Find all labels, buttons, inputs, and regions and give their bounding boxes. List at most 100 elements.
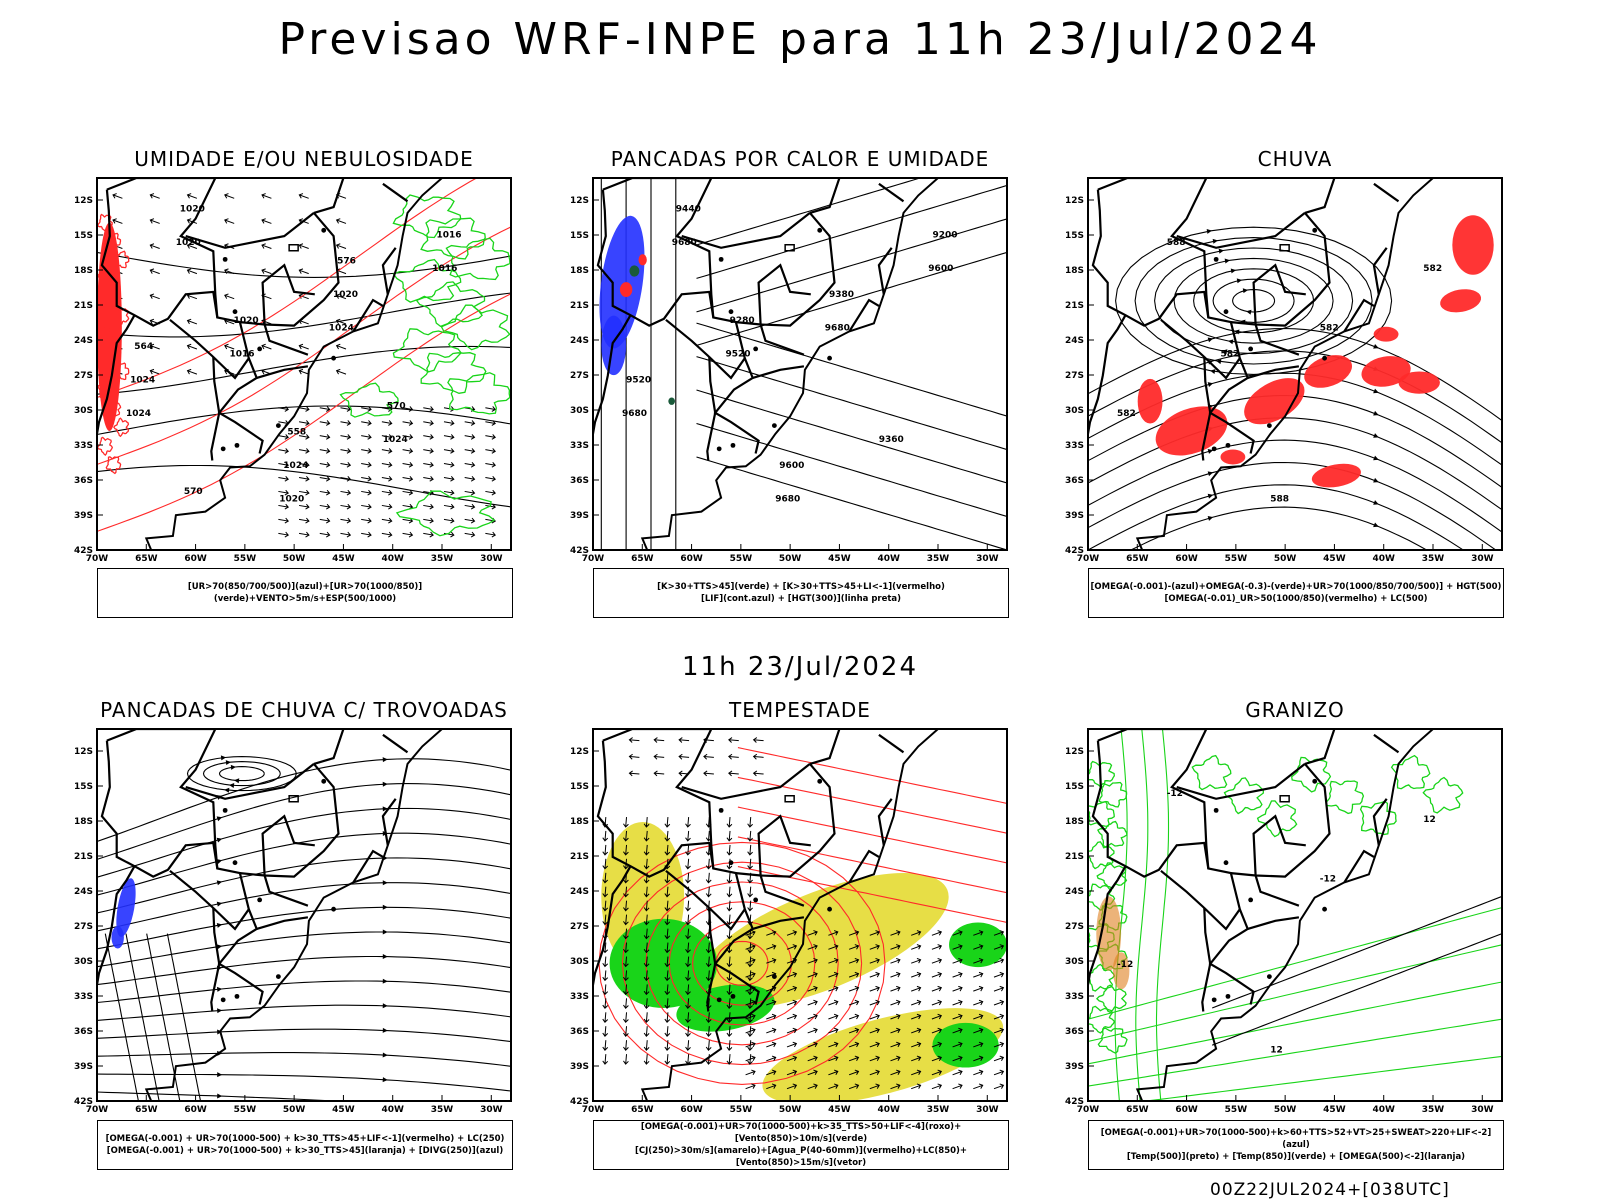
- legend-line: [OMEGA(-0.01)_UR>50(1000/850)(vermelho) …: [1164, 594, 1428, 604]
- contour-label: -12: [1167, 789, 1183, 799]
- lat-tick-label: 12S: [570, 747, 589, 757]
- lon-tick-label: 65W: [1126, 1105, 1149, 1115]
- contour-label: 1024: [383, 435, 408, 445]
- lat-tick-label: 36S: [1065, 1027, 1084, 1037]
- lon-tick-label: 45W: [1323, 1105, 1346, 1115]
- contour-label: 582: [1423, 264, 1442, 274]
- lat-tick-label: 30S: [74, 957, 93, 967]
- lat-tick-label: 27S: [570, 922, 589, 932]
- lon-tick-label: 55W: [234, 554, 257, 564]
- lon-tick-label: 60W: [680, 554, 703, 564]
- contour-label: 9680: [775, 495, 800, 505]
- map-panel-1: 1020 1024 1024 1020 1016 1016 1024 1020 1020 1024…: [74, 177, 512, 564]
- lat-tick-label: 27S: [570, 371, 589, 381]
- lat-tick-label: 42S: [570, 546, 589, 556]
- lat-tick-label: 15S: [74, 231, 93, 241]
- lat-tick-label: 30S: [1065, 957, 1084, 967]
- contour-label: 1016: [230, 350, 255, 360]
- lon-tick-label: 60W: [184, 554, 207, 564]
- lat-tick-label: 30S: [570, 406, 589, 416]
- contour-label: 1024: [130, 376, 155, 386]
- lat-tick-label: 18S: [74, 266, 93, 276]
- lat-tick-label: 27S: [1065, 371, 1084, 381]
- lat-tick-label: 18S: [570, 817, 589, 827]
- lat-tick-label: 42S: [1065, 546, 1084, 556]
- map-panel-6: -12 -12 -12 12 12 12S 15S 18S 21S 24S 27S 30S 33S 36S…: [1065, 728, 1503, 1115]
- lon-tick-label: 65W: [135, 554, 158, 564]
- lon-tick-label: 50W: [283, 554, 306, 564]
- lat-tick-label: 30S: [1065, 406, 1084, 416]
- lat-tick-label: 30S: [570, 957, 589, 967]
- lat-tick-label: 39S: [74, 1062, 93, 1072]
- lat-tick-label: 15S: [570, 782, 589, 792]
- lon-tick-label: 40W: [1372, 1105, 1395, 1115]
- lat-tick-label: 27S: [74, 371, 93, 381]
- map-panel-2: 9680 9680 9680 9680 9600 9520 9360 9440 9380 9520…: [570, 177, 1008, 564]
- lat-tick-label: 36S: [1065, 476, 1084, 486]
- panel-title-5: TEMPESTADE: [729, 698, 871, 722]
- panel-title-3: CHUVA: [1257, 147, 1333, 171]
- lat-tick-label: 33S: [74, 992, 93, 1002]
- lon-tick-label: 35W: [1422, 554, 1445, 564]
- legend-box-1: [UR>70(850/700/500)](azul)+[UR>70(1000/8…: [97, 568, 513, 618]
- lat-tick-label: 36S: [74, 476, 93, 486]
- lon-tick-label: 50W: [1274, 1105, 1297, 1115]
- lat-tick-label: 39S: [74, 511, 93, 521]
- lat-tick-label: 39S: [570, 511, 589, 521]
- contour-label: 9200: [933, 231, 958, 241]
- lat-tick-label: 21S: [570, 852, 589, 862]
- lat-tick-label: 36S: [570, 1027, 589, 1037]
- lon-tick-label: 35W: [431, 554, 454, 564]
- lon-tick-label: 70W: [86, 1105, 109, 1115]
- lat-tick-label: 27S: [1065, 922, 1084, 932]
- forecast-time-label: 11h 23/Jul/2024: [682, 652, 918, 682]
- lat-tick-label: 12S: [1065, 747, 1084, 757]
- contour-label: 9680: [672, 238, 697, 248]
- legend-line: [OMEGA(-0.001)+UR>70(1000-500)+k>60+TTS>…: [1100, 1128, 1492, 1150]
- run-stamp: 00Z22JUL2024+[038UTC]: [1210, 1180, 1450, 1200]
- legend-line: [OMEGA(-0.001)-(azul)+OMEGA(-0.3)-(verde…: [1090, 582, 1502, 592]
- lat-tick-label: 33S: [1065, 441, 1084, 451]
- lat-tick-label: 33S: [1065, 992, 1084, 1002]
- legend-line: [UR>70(850/700/500)](azul)+[UR>70(1000/8…: [187, 582, 423, 604]
- lat-tick-label: 33S: [570, 441, 589, 451]
- contour-label: 9360: [879, 435, 904, 445]
- lat-tick-label: 39S: [570, 1062, 589, 1072]
- legend-box-3: [OMEGA(-0.001)-(azul)+OMEGA(-0.3)-(verde…: [1088, 568, 1504, 618]
- lat-tick-label: 12S: [1065, 196, 1084, 206]
- lon-tick-label: 55W: [1225, 554, 1248, 564]
- lon-tick-label: 55W: [730, 1105, 753, 1115]
- lon-tick-label: 30W: [1471, 1105, 1494, 1115]
- lon-tick-label: 65W: [135, 1105, 158, 1115]
- contour-label: 1020: [234, 316, 259, 326]
- lon-tick-label: 30W: [976, 1105, 999, 1115]
- legend-box-4: [OMEGA(-0.001) + UR>70(1000-500) + k>30_…: [97, 1120, 513, 1170]
- contour-label: 1016: [432, 264, 457, 274]
- panel-title-1: UMIDADE E/OU NEBULOSIDADE: [134, 147, 474, 171]
- lat-tick-label: 42S: [74, 546, 93, 556]
- contour-label: 1016: [437, 231, 462, 241]
- lat-tick-label: 15S: [74, 782, 93, 792]
- lat-tick-label: 42S: [1065, 1097, 1084, 1107]
- page-title: Previsao WRF-INPE para 11h 23/Jul/2024: [278, 14, 1322, 65]
- lat-tick-label: 33S: [74, 441, 93, 451]
- lon-tick-label: 55W: [730, 554, 753, 564]
- lat-tick-label: 39S: [1065, 1062, 1084, 1072]
- contour-label: 9520: [726, 350, 751, 360]
- lon-tick-label: 40W: [877, 554, 900, 564]
- lat-tick-label: 15S: [1065, 782, 1084, 792]
- lon-tick-label: 30W: [480, 1105, 503, 1115]
- contour-label: 9280: [730, 316, 755, 326]
- legend-line: [K>30+TTS>45](verde) + [K>30+TTS>45+LI<-…: [657, 582, 945, 592]
- panel-title-4: PANCADAS DE CHUVA C/ TROVOADAS: [100, 698, 508, 722]
- contour-label: 582: [1320, 324, 1339, 334]
- lon-tick-label: 65W: [631, 1105, 654, 1115]
- map-panel-3: 588 582 582 588 582 582 12S 15S 18S 21S 24S 27S 30S 3…: [1065, 177, 1503, 564]
- lat-tick-label: 12S: [74, 747, 93, 757]
- contour-label: 1024: [283, 461, 308, 471]
- contour-label: -12: [1117, 960, 1133, 970]
- lon-tick-label: 45W: [828, 554, 851, 564]
- lat-tick-label: 18S: [570, 266, 589, 276]
- contour-label: 588: [1167, 238, 1186, 248]
- lon-tick-label: 30W: [480, 554, 503, 564]
